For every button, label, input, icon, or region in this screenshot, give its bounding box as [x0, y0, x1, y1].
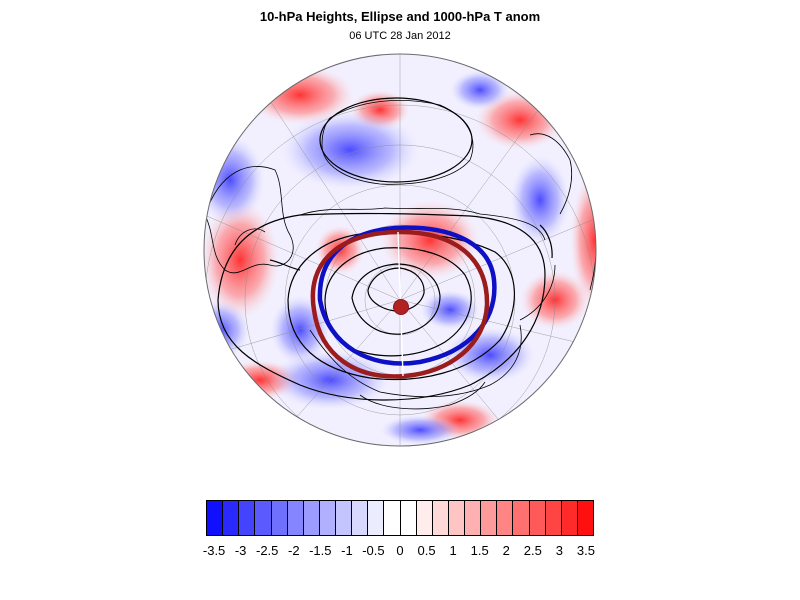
colorbar-box	[368, 501, 385, 535]
cold-anomaly-patch	[280, 110, 420, 190]
colorbar-box	[255, 501, 272, 535]
colorbar-box	[448, 501, 465, 535]
colorbar-box	[416, 501, 433, 535]
cold-anomaly-patch	[450, 70, 510, 110]
colorbar-box	[545, 501, 562, 535]
colorbar-tick-label: 0.5	[417, 543, 436, 558]
colorbar-box	[319, 501, 336, 535]
polar-map	[203, 53, 597, 447]
globe-outline	[203, 53, 597, 447]
colorbar	[206, 500, 594, 536]
cold-anomaly-patch	[580, 130, 596, 190]
colorbar-box	[497, 501, 514, 535]
colorbar-tick-label: 1	[449, 543, 457, 558]
colorbar-box	[432, 501, 449, 535]
colorbar-box	[529, 501, 546, 535]
warm-anomaly-patch	[204, 200, 280, 320]
plot-title: 10-hPa Heights, Ellipse and 1000-hPa T a…	[259, 9, 541, 24]
colorbar-tick-label: -3	[234, 543, 247, 558]
colorbar-tick-label: 0	[396, 543, 404, 558]
ellipse-red-contour	[310, 229, 490, 379]
colorbar-box	[352, 501, 369, 535]
colorbar-tick-label: -1.5	[309, 543, 332, 558]
coastlines	[204, 99, 596, 410]
colorbar-box	[481, 501, 498, 535]
colorbar-tick-label: 3.5	[576, 543, 595, 558]
colorbar-box	[271, 501, 288, 535]
colorbar-box	[577, 501, 593, 535]
colorbar-labels: -3.5 -3 -2.5 -2 -1.5 -1 -0.5 0 0.5 1 1.5 2 2.5 3 3.5	[202, 543, 595, 561]
colorbar-tick-label: -2.5	[255, 543, 279, 558]
colorbar-tick-label: 1.5	[470, 543, 489, 558]
colorbar-tick-label: -1	[341, 543, 353, 558]
colorbar-box	[303, 501, 320, 535]
colorbar-tick-label: 2.5	[523, 543, 542, 558]
warm-anomaly-patch	[570, 170, 596, 310]
colorbar-tick-label: 3	[555, 543, 564, 558]
colorbar-box	[465, 501, 482, 535]
colorbar-box	[513, 501, 530, 535]
colorbar-box	[561, 501, 578, 535]
ellipse-center-dot	[393, 299, 409, 315]
colorbar-box	[400, 501, 417, 535]
colorbar-tick-label: -3.5	[202, 543, 226, 558]
colorbar-box	[384, 501, 401, 535]
colorbar-box	[207, 501, 224, 535]
plot-subtitle: 06 UTC 28 Jan 2012	[349, 30, 451, 42]
colorbar-box	[336, 501, 353, 535]
colorbar-tick-label: -0.5	[362, 543, 385, 558]
warm-anomaly-patch	[380, 200, 480, 280]
colorbar-box	[223, 501, 240, 535]
colorbar-tick-label: 2	[502, 543, 510, 558]
colorbar-box	[239, 501, 256, 535]
colorbar-box	[287, 501, 304, 535]
temperature-anomaly-field	[204, 54, 596, 446]
colorbar-tick-label: -2	[288, 543, 300, 558]
cold-anomaly-patch	[204, 135, 265, 225]
